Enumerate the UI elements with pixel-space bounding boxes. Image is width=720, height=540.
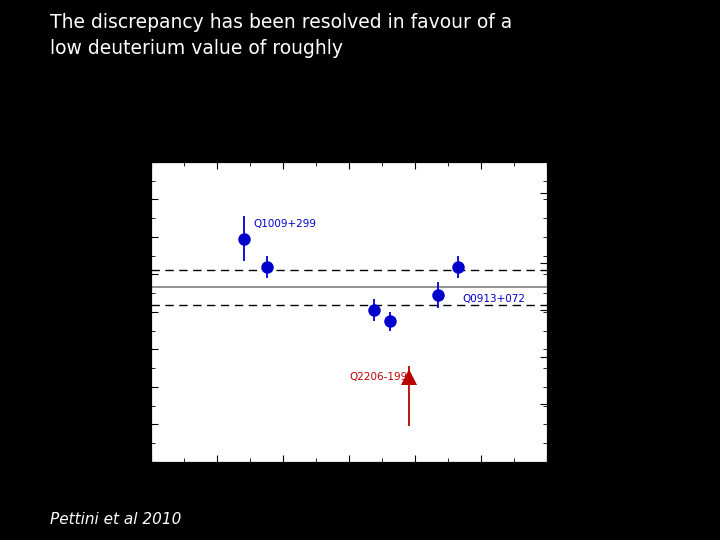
Text: The discrepancy has been resolved in favour of a
low deuterium value of roughly: The discrepancy has been resolved in fav… [50,14,513,57]
Text: Pettini et al 2010: Pettini et al 2010 [50,511,181,526]
Y-axis label: $\Omega_{b,0}\, h^2$: $\Omega_{b,0}\, h^2$ [587,286,609,338]
Text: Q0913+072: Q0913+072 [463,294,526,303]
Text: $(D/H)_{High-z} \approx 3.4\pm0.5\times10^{-5}$: $(D/H)_{High-z} \approx 3.4\pm0.5\times1… [209,120,454,147]
X-axis label: $\log\, N(\mathrm{H\,I})/\mathrm{cm}^{-2}$: $\log\, N(\mathrm{H\,I})/\mathrm{cm}^{-2… [294,485,405,507]
Y-axis label: $\log(D/H)$: $\log(D/H)$ [97,281,117,342]
Text: Q1009+299: Q1009+299 [253,219,317,229]
Text: Q2206-199: Q2206-199 [349,373,408,382]
